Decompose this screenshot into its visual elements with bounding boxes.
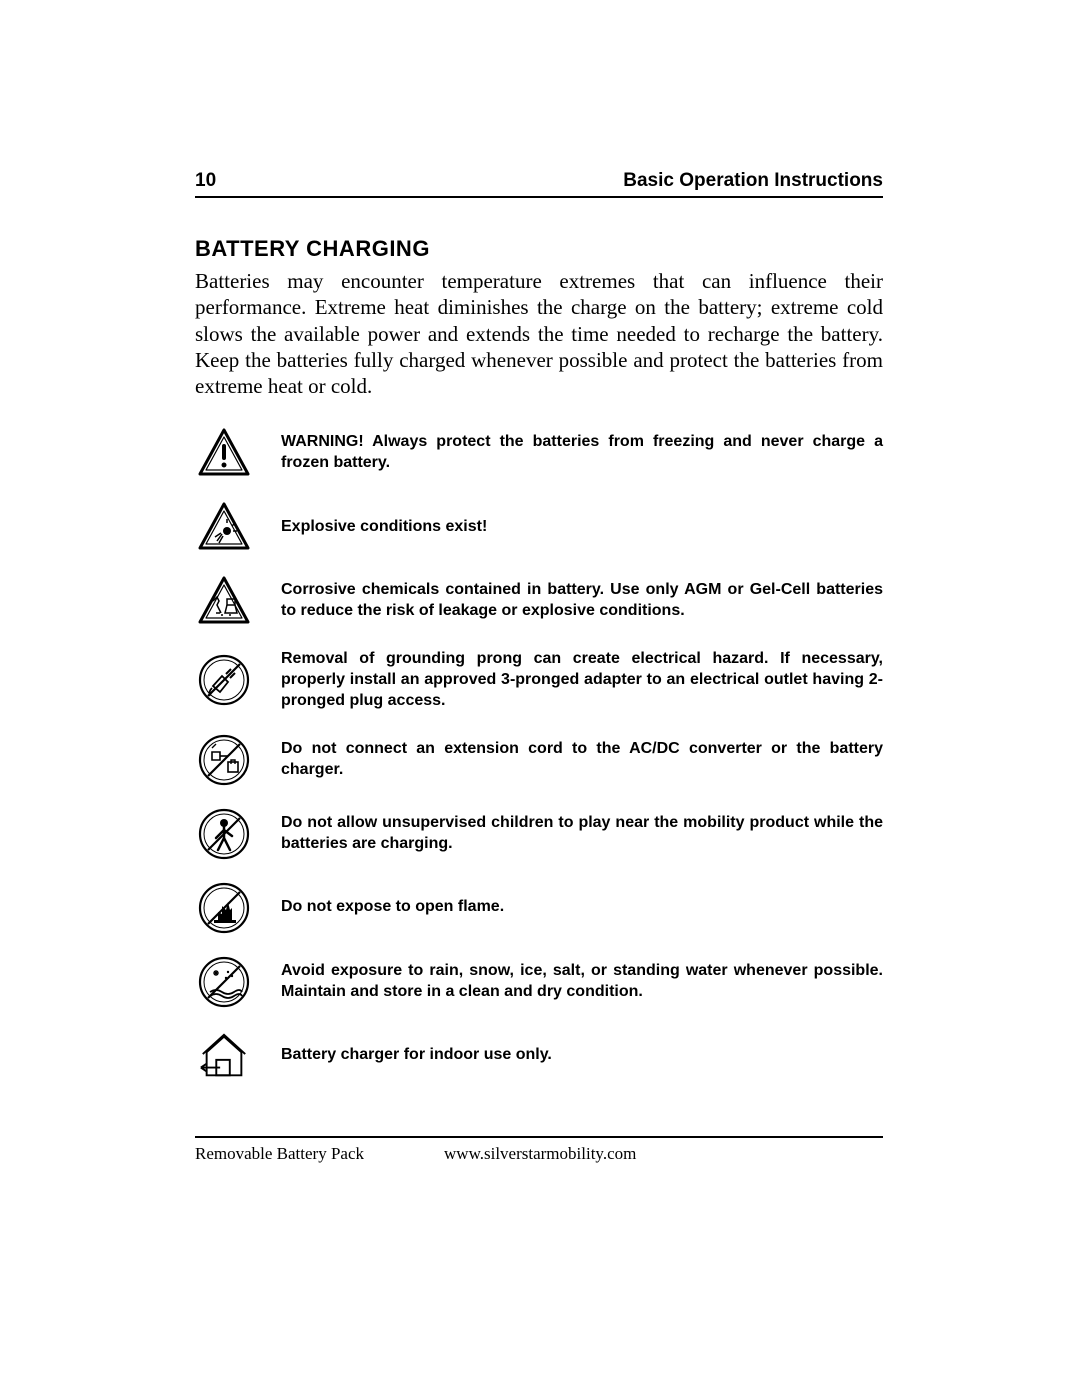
corrosive-triangle-icon (195, 575, 253, 627)
warning-row: Do not allow unsupervised children to pl… (195, 808, 883, 860)
no-children-icon (195, 808, 253, 860)
warning-row: Do not connect an extension cord to the … (195, 734, 883, 786)
explosion-triangle-icon (195, 501, 253, 553)
footer-url: www.silverstarmobility.com (444, 1144, 636, 1164)
warning-row: Corrosive chemicals contained in battery… (195, 575, 883, 627)
warning-row: WARNING! Always protect the batteries fr… (195, 427, 883, 479)
warning-text: Battery charger for indoor use only. (281, 1045, 883, 1066)
warning-row: Avoid exposure to rain, snow, ice, salt,… (195, 956, 883, 1008)
warnings-list: WARNING! Always protect the batteries fr… (195, 427, 883, 1081)
page-header: 10 Basic Operation Instructions (195, 170, 883, 198)
warning-text: Explosive conditions exist! (281, 517, 883, 538)
warning-row: Removal of grounding prong can create el… (195, 649, 883, 711)
warning-text: Removal of grounding prong can create el… (281, 649, 883, 711)
no-water-icon (195, 956, 253, 1008)
section-title: BATTERY CHARGING (195, 236, 883, 262)
warning-text: Corrosive chemicals contained in battery… (281, 580, 883, 622)
footer-product-name: Removable Battery Pack (195, 1144, 364, 1164)
page-number: 10 (195, 170, 216, 192)
page-footer: Removable Battery Pack www.silverstarmob… (195, 1136, 883, 1164)
warning-triangle-icon (195, 427, 253, 479)
no-grounding-prong-icon (195, 654, 253, 706)
warning-row: Do not expose to open flame. (195, 882, 883, 934)
header-section-title: Basic Operation Instructions (623, 170, 883, 192)
warning-row: Explosive conditions exist! (195, 501, 883, 553)
warning-text: Do not expose to open flame. (281, 897, 883, 918)
warning-text: WARNING! Always protect the batteries fr… (281, 432, 883, 474)
warning-row: Battery charger for indoor use only. (195, 1030, 883, 1082)
no-flame-icon (195, 882, 253, 934)
warning-text: Do not allow unsupervised children to pl… (281, 813, 883, 855)
page-content: 10 Basic Operation Instructions BATTERY … (195, 170, 883, 1164)
indoor-use-icon (195, 1030, 253, 1082)
no-extension-cord-icon (195, 734, 253, 786)
warning-text: Do not connect an extension cord to the … (281, 739, 883, 781)
intro-paragraph: Batteries may encounter temperature extr… (195, 268, 883, 399)
warning-text: Avoid exposure to rain, snow, ice, salt,… (281, 961, 883, 1003)
